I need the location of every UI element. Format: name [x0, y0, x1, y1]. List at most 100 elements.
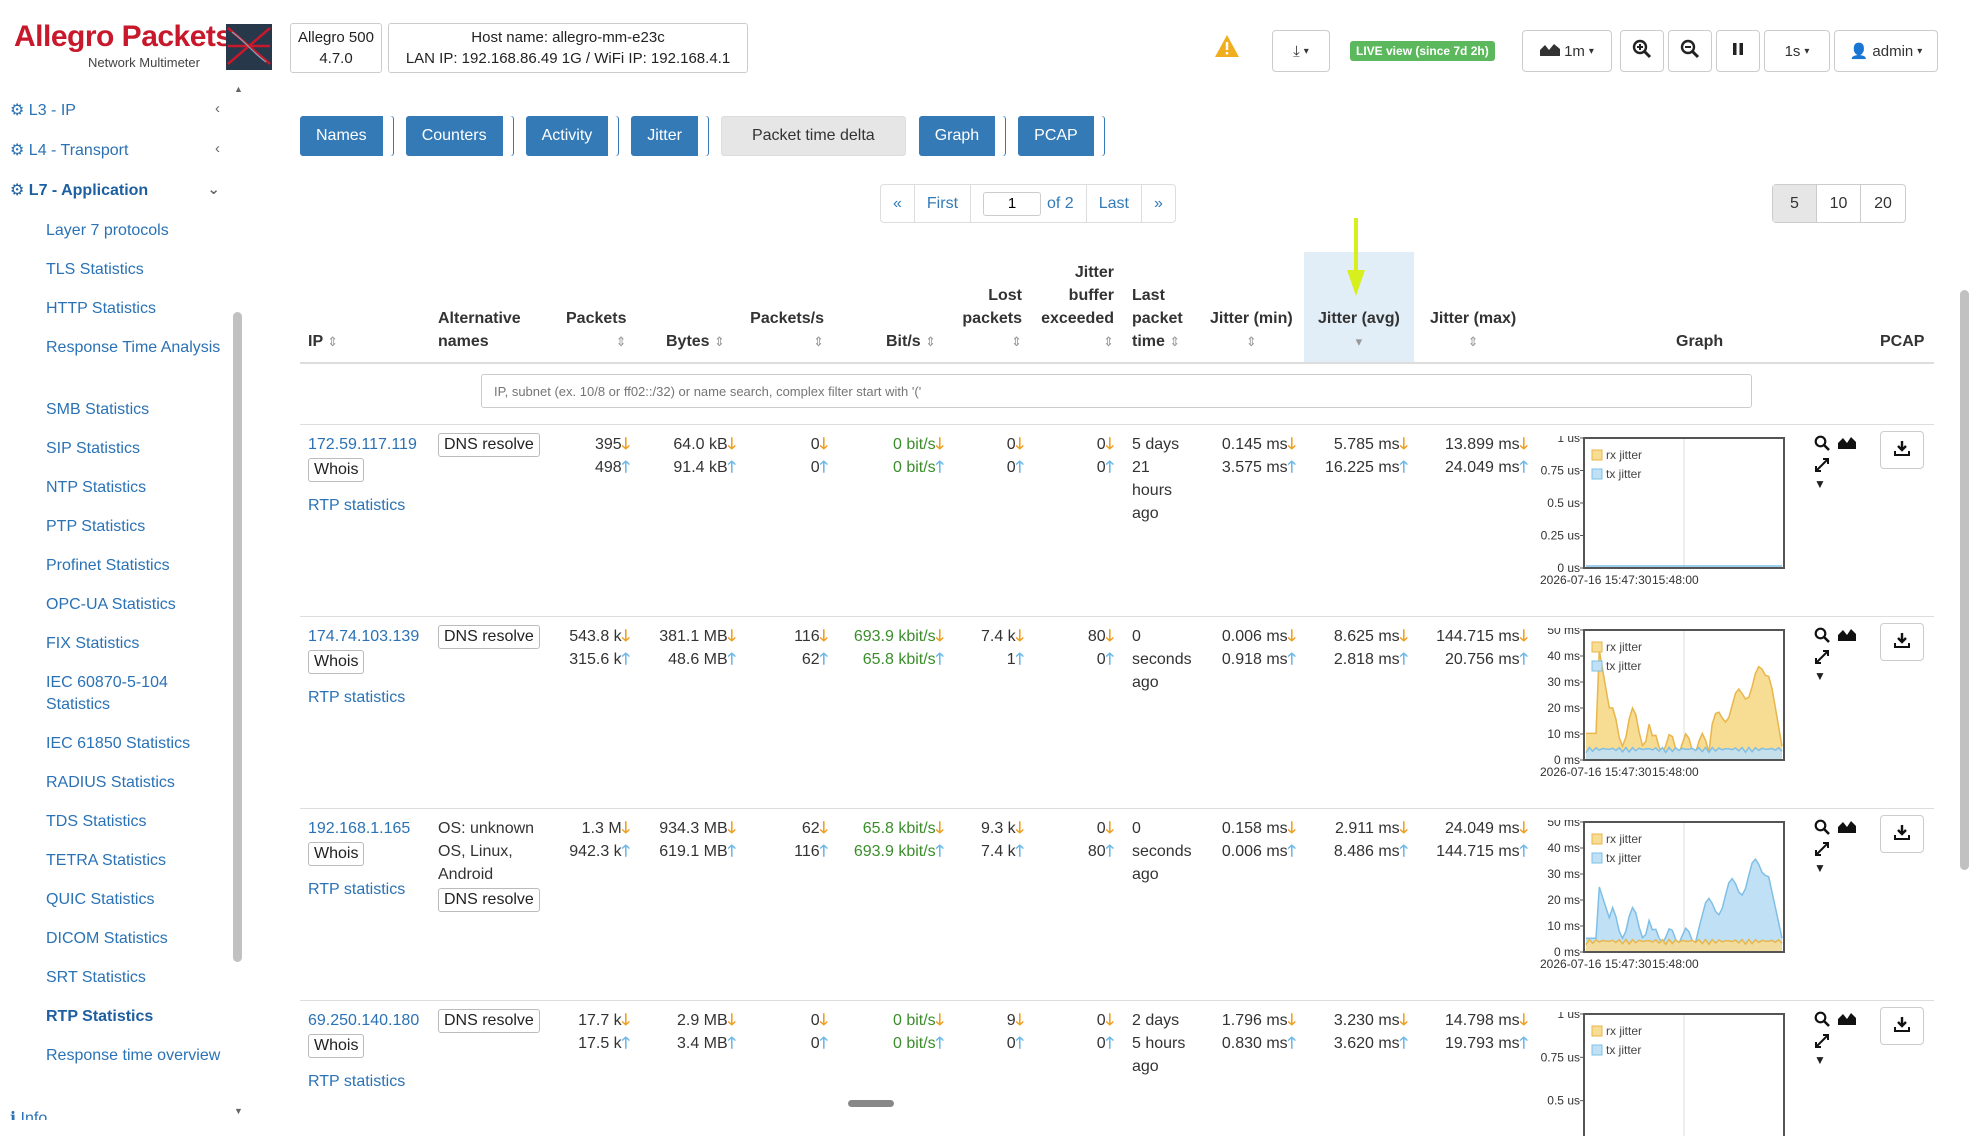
jitter-graph[interactable]: 1 us 0.75 us 0.5 us 0.25 us 0 us rx jitter tx …: [1540, 431, 1830, 587]
sidebar-item-fix[interactable]: FIX Statistics: [46, 635, 140, 652]
pause-button[interactable]: [1716, 30, 1760, 72]
dns-resolve-button[interactable]: DNS resolve: [438, 433, 540, 457]
expand-icon[interactable]: [1814, 457, 1856, 477]
area-chart-icon[interactable]: [1838, 819, 1856, 839]
col-jitter-avg[interactable]: Jitter (avg) ▾: [1318, 307, 1400, 353]
ip-link[interactable]: 192.168.1.165: [308, 820, 411, 837]
sidebar-item-tls[interactable]: TLS Statistics: [46, 261, 144, 278]
filter-input[interactable]: [481, 374, 1752, 408]
sidebar-item-tetra[interactable]: TETRA Statistics: [46, 852, 167, 869]
resize-handle[interactable]: [848, 1100, 894, 1107]
sidebar-item-sip[interactable]: SIP Statistics: [46, 440, 140, 457]
rtp-statistics-link[interactable]: RTP statistics: [308, 497, 406, 514]
search-icon[interactable]: [1814, 627, 1830, 647]
tab-counters[interactable]: Counters: [405, 116, 513, 156]
sidebar-item-dicom[interactable]: DICOM Statistics: [46, 930, 168, 947]
interval-button[interactable]: 1m ▾: [1522, 30, 1612, 72]
page-number-input[interactable]: [983, 191, 1042, 216]
sidebar-group-info[interactable]: ℹ Info: [10, 1108, 220, 1120]
whois-button[interactable]: Whois: [308, 1034, 365, 1058]
tab-packet-time-delta[interactable]: Packet time delta: [720, 116, 906, 156]
search-icon[interactable]: [1814, 819, 1830, 839]
page-scroll-thumb[interactable]: [1960, 290, 1969, 870]
sidebar-item-ptp[interactable]: PTP Statistics: [46, 518, 146, 535]
sidebar-group-l7-application[interactable]: ⚙ L7 - Application ⌄: [10, 180, 220, 200]
col-last-packet-time[interactable]: Last packet time ⇕: [1132, 287, 1183, 350]
live-view-badge[interactable]: LIVE view (since 7d 2h): [1350, 41, 1495, 61]
whois-button[interactable]: Whois: [308, 650, 365, 674]
expand-icon[interactable]: [1814, 1033, 1856, 1053]
brand-logo[interactable]: Allegro Packets: [14, 20, 232, 53]
caret-down-icon[interactable]: ▼: [1814, 1053, 1826, 1067]
sidebar-item-response-time-overview[interactable]: Response time overview: [46, 1047, 221, 1064]
dns-resolve-button[interactable]: DNS resolve: [438, 888, 540, 912]
sidebar-item-iec-60870[interactable]: IEC 60870-5-104 Statistics: [46, 674, 168, 713]
whois-button[interactable]: Whois: [308, 458, 365, 482]
page-size-5[interactable]: 5: [1773, 185, 1817, 222]
sidebar-item-ntp[interactable]: NTP Statistics: [46, 479, 147, 496]
col-packets-per-second[interactable]: Packets/s ⇕: [750, 307, 824, 353]
col-packets[interactable]: Packets ⇕: [566, 307, 627, 353]
ip-link[interactable]: 69.250.140.180: [308, 1012, 420, 1029]
rtp-statistics-link[interactable]: RTP statistics: [308, 1073, 406, 1090]
col-lost-packets[interactable]: Lost packets ⇕: [958, 284, 1022, 353]
page-size-20[interactable]: 20: [1874, 194, 1892, 212]
sidebar-item-iec-61850[interactable]: IEC 61850 Statistics: [46, 735, 191, 752]
pcap-download-button[interactable]: [1880, 1007, 1924, 1045]
sidebar-item-response-time-analysis[interactable]: Response Time Analysis: [46, 339, 221, 356]
col-jitter-min[interactable]: Jitter (min) ⇕: [1210, 307, 1293, 353]
download-menu-button[interactable]: ⤓ ▾: [1272, 30, 1330, 72]
warning-icon[interactable]: [1214, 34, 1240, 63]
sidebar-item-opc-ua[interactable]: OPC-UA Statistics: [46, 596, 176, 613]
col-bytes[interactable]: Bytes ⇕: [666, 333, 725, 350]
col-jitter-max[interactable]: Jitter (max) ⇕: [1430, 307, 1516, 353]
sidebar-item-http[interactable]: HTTP Statistics: [46, 300, 156, 317]
ip-link[interactable]: 174.74.103.139: [308, 628, 420, 645]
sidebar-group-l3-ip[interactable]: ⚙ L3 - IP ‹: [10, 100, 220, 120]
sidebar-item-smb[interactable]: SMB Statistics: [46, 401, 150, 418]
search-icon[interactable]: [1814, 1011, 1830, 1031]
zoom-out-button[interactable]: [1668, 30, 1712, 72]
jitter-graph[interactable]: 50 ms 40 ms 30 ms 20 ms 10 ms 0 ms rx jitter tx…: [1540, 623, 1830, 779]
refresh-rate-button[interactable]: 1s ▾: [1764, 30, 1830, 72]
sidebar-item-tds[interactable]: TDS Statistics: [46, 813, 147, 830]
whois-button[interactable]: Whois: [308, 842, 365, 866]
rtp-statistics-link[interactable]: RTP statistics: [308, 689, 406, 706]
area-chart-icon[interactable]: [1838, 1011, 1856, 1031]
sidebar-item-rtp[interactable]: RTP Statistics: [46, 1008, 154, 1025]
pcap-download-button[interactable]: [1880, 431, 1924, 469]
sidebar-item-layer7-protocols[interactable]: Layer 7 protocols: [46, 222, 169, 239]
area-chart-icon[interactable]: [1838, 435, 1856, 455]
col-bits-per-second[interactable]: Bit/s ⇕: [886, 333, 937, 350]
pcap-download-button[interactable]: [1880, 815, 1924, 853]
sidebar-item-profinet[interactable]: Profinet Statistics: [46, 557, 170, 574]
pcap-download-button[interactable]: [1880, 623, 1924, 661]
sidebar-group-l4-transport[interactable]: ⚙ L4 - Transport ‹: [10, 140, 220, 160]
ip-link[interactable]: 172.59.117.119: [308, 436, 417, 453]
col-ip[interactable]: IP ⇕: [308, 333, 339, 350]
col-jitter-buffer-exceeded[interactable]: Jitter buffer exceeded ⇕: [1036, 261, 1114, 353]
zoom-in-button[interactable]: [1620, 30, 1664, 72]
caret-down-icon[interactable]: ▼: [1814, 669, 1826, 683]
tab-jitter[interactable]: Jitter: [631, 116, 708, 156]
pager-prev[interactable]: «: [881, 185, 915, 222]
tab-pcap[interactable]: PCAP: [1018, 116, 1104, 156]
area-chart-icon[interactable]: [1838, 627, 1856, 647]
user-menu-button[interactable]: 👤 admin ▾: [1834, 30, 1938, 72]
sidebar-item-radius[interactable]: RADIUS Statistics: [46, 774, 175, 791]
sidebar-item-quic[interactable]: QUIC Statistics: [46, 891, 155, 908]
dns-resolve-button[interactable]: DNS resolve: [438, 625, 540, 649]
tab-graph[interactable]: Graph: [918, 116, 1006, 156]
tab-names[interactable]: Names: [300, 116, 393, 156]
caret-down-icon[interactable]: ▼: [1814, 477, 1826, 491]
pager-last[interactable]: Last: [1087, 185, 1142, 222]
search-icon[interactable]: [1814, 435, 1830, 455]
tab-activity[interactable]: Activity: [525, 116, 619, 156]
pager-first[interactable]: First: [915, 185, 972, 222]
expand-icon[interactable]: [1814, 649, 1856, 669]
caret-down-icon[interactable]: ▼: [1814, 861, 1826, 875]
expand-icon[interactable]: [1814, 841, 1856, 861]
pager-next[interactable]: »: [1153, 194, 1163, 212]
sidebar-item-srt[interactable]: SRT Statistics: [46, 969, 146, 986]
